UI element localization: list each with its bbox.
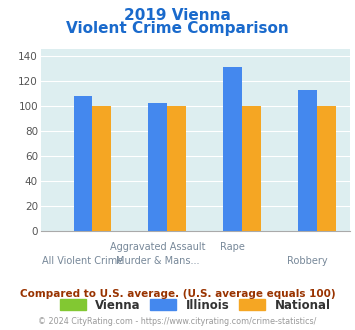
Legend: Vienna, Illinois, National: Vienna, Illinois, National [56, 295, 334, 315]
Text: Compared to U.S. average. (U.S. average equals 100): Compared to U.S. average. (U.S. average … [20, 289, 335, 299]
Bar [73, 96, 92, 231]
Bar [317, 106, 335, 231]
Bar [223, 67, 242, 231]
Text: Robbery: Robbery [287, 256, 328, 266]
Text: 2019 Vienna: 2019 Vienna [124, 8, 231, 23]
Bar [298, 89, 317, 231]
Text: Aggravated Assault: Aggravated Assault [110, 242, 206, 252]
Text: © 2024 CityRating.com - https://www.cityrating.com/crime-statistics/: © 2024 CityRating.com - https://www.city… [38, 317, 317, 326]
Text: Murder & Mans...: Murder & Mans... [116, 256, 200, 266]
Text: Rape: Rape [220, 242, 245, 252]
Bar [148, 103, 167, 231]
Text: Violent Crime Comparison: Violent Crime Comparison [66, 21, 289, 36]
Bar [242, 106, 261, 231]
Text: All Violent Crime: All Violent Crime [42, 256, 124, 266]
Bar [167, 106, 186, 231]
Bar [92, 106, 111, 231]
